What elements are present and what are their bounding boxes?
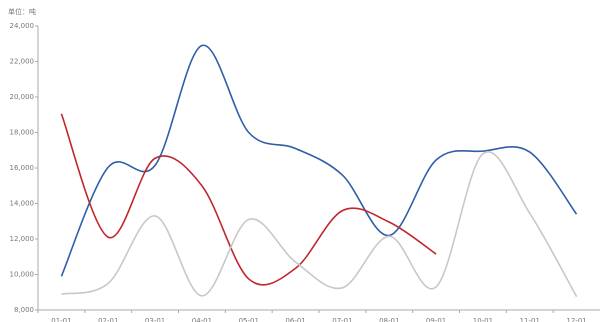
x-tick-label: 10-01	[473, 317, 493, 322]
unit-label: 单位：吨	[8, 7, 36, 16]
x-tick-label: 02-01	[98, 317, 118, 322]
x-tick-label: 12-01	[566, 317, 586, 322]
line-series	[60, 113, 437, 286]
x-tick-label: 11-01	[520, 317, 540, 322]
x-tick-label: 08-01	[379, 317, 399, 322]
line-series	[61, 151, 578, 298]
y-tick-label: 22,000	[10, 58, 35, 66]
y-tick-label: 20,000	[10, 93, 35, 101]
y-tick-label: 8,000	[14, 306, 34, 314]
x-tick-label: 01-01	[51, 317, 71, 322]
y-tick-label: 12,000	[10, 235, 35, 243]
y-tick-label: 16,000	[10, 164, 35, 172]
y-tick-label: 24,000	[10, 22, 35, 30]
x-tick-label: 04-01	[192, 317, 212, 322]
line-series	[60, 44, 578, 277]
x-tick-label: 05-01	[239, 317, 259, 322]
x-tick-label: 03-01	[145, 317, 165, 322]
y-tick-label: 14,000	[10, 200, 35, 208]
x-tick-label: 07-01	[332, 317, 352, 322]
x-tick-label: 06-01	[285, 317, 305, 322]
y-tick-label: 18,000	[10, 129, 35, 137]
y-tick-label: 10,000	[10, 271, 35, 279]
x-tick-label: 09-01	[426, 317, 446, 322]
